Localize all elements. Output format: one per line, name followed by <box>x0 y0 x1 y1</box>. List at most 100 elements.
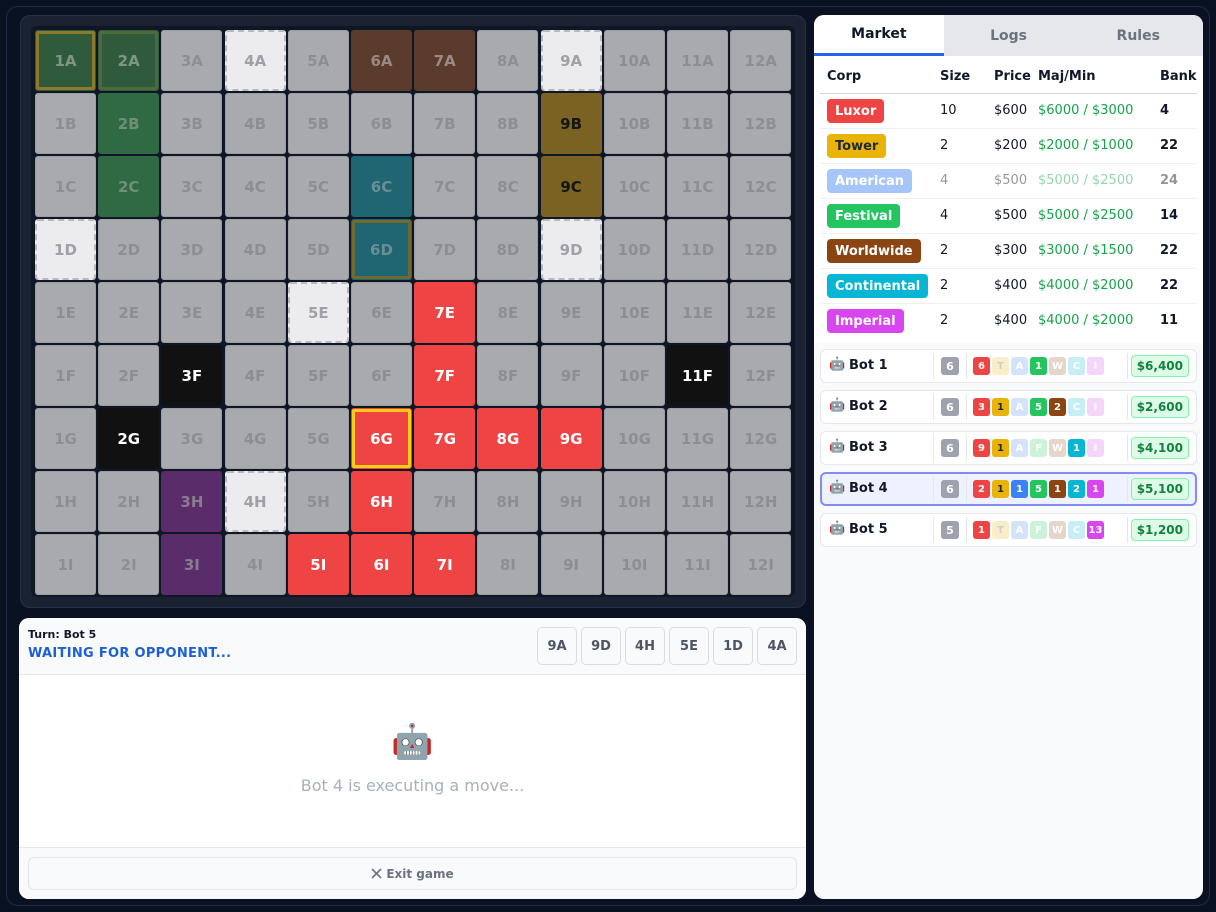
board-cell: 12E <box>730 282 792 343</box>
board-cell: 6H <box>351 471 412 532</box>
board-cell: 2F <box>98 345 160 406</box>
board-cell: 5D <box>287 219 349 280</box>
board: 1A 2A 3A 4A 5A 6A 7A 8A 9A 10A 11A 12A 1B 2B 3B 4B 5B 6B 7… <box>31 26 795 597</box>
stock-chip: 1 <box>1030 357 1047 375</box>
board-cell: 1H <box>35 471 96 532</box>
board-cell: 4G <box>224 408 286 469</box>
board-cell: 2G <box>98 408 160 469</box>
divider <box>933 517 934 543</box>
board-cell: 5G <box>287 408 349 469</box>
stock-chip: A <box>1011 439 1028 457</box>
board-cell: 10G <box>603 408 665 469</box>
hand-tile[interactable]: 9D <box>581 627 621 665</box>
stock-chip: I <box>1087 398 1104 416</box>
board-cell: 10E <box>603 282 665 343</box>
hand-tile[interactable]: 1D <box>713 627 753 665</box>
board-cell: 8I <box>477 534 539 595</box>
board-cell: 9I <box>540 534 602 595</box>
stock-chip: 2 <box>973 480 990 498</box>
corp-bank: 22 <box>1160 138 1179 153</box>
corp-price: $400 <box>994 313 1028 328</box>
tile-count: 6 <box>941 357 959 375</box>
board-cell: 7B <box>414 93 476 154</box>
board-cell: 10I <box>603 534 665 595</box>
stock-chip: 1 <box>1011 480 1028 498</box>
board-cell: 7I <box>414 534 476 595</box>
divider <box>966 435 967 461</box>
board-cell: 8F <box>477 345 539 406</box>
stock-chip: C <box>1068 357 1085 375</box>
player-name: Bot 3 <box>849 440 888 455</box>
player-cash: $4,100 <box>1130 437 1189 459</box>
board-cell: 2H <box>98 471 160 532</box>
board-cell: 8B <box>477 93 539 154</box>
board-cell: 5E <box>287 282 349 343</box>
board-cell: 6D <box>351 219 412 280</box>
column-header: Maj/Min <box>1038 69 1096 84</box>
corp-maj-min: $6000 / $3000 <box>1038 103 1134 118</box>
tab[interactable]: Market <box>814 15 944 56</box>
board-cell: 12C <box>730 156 792 217</box>
corp-size: 2 <box>940 313 949 328</box>
divider <box>933 353 934 379</box>
board-cell: 8E <box>477 282 539 343</box>
stock-chip: F <box>1030 521 1047 539</box>
board-cell: 4H <box>224 471 286 532</box>
stock-chip: 1 <box>992 480 1009 498</box>
board-cell: 1B <box>35 93 96 154</box>
divider <box>933 476 934 502</box>
board-cell: 4B <box>224 93 286 154</box>
board-cell: 12F <box>730 345 792 406</box>
row-line <box>820 303 1197 304</box>
stock-chip: I <box>1087 357 1104 375</box>
corp-maj-min: $2000 / $1000 <box>1038 138 1134 153</box>
stock-chip: A <box>1011 357 1028 375</box>
board-cell: 2B <box>98 93 160 154</box>
stock-chip: 6 <box>973 357 990 375</box>
board-cell: 12B <box>730 93 792 154</box>
board-cell: 10A <box>603 30 665 91</box>
corp-badge: Luxor <box>827 99 885 123</box>
divider <box>1127 435 1128 461</box>
player-name: Bot 4 <box>849 481 888 496</box>
frame <box>6 6 1210 906</box>
stock-chip: 1 <box>973 521 990 539</box>
hand-tile[interactable]: 9A <box>537 627 577 665</box>
board-cell: 11E <box>667 282 728 343</box>
exit-button[interactable]: Exit game <box>28 857 797 890</box>
stock-chip: 2 <box>1068 480 1085 498</box>
stock-chip: 5 <box>1030 398 1047 416</box>
corp-badge: Festival <box>827 204 901 228</box>
board-cell: 7A <box>414 30 476 91</box>
board-cell: 8A <box>477 30 539 91</box>
board-cell: 3C <box>161 156 223 217</box>
board-cell: 11A <box>667 30 728 91</box>
hand-tile[interactable]: 5E <box>669 627 709 665</box>
column-header: Price <box>994 69 1031 84</box>
player-cash: $5,100 <box>1130 478 1189 500</box>
board-cell: 7F <box>414 345 476 406</box>
board-cell: 2C <box>98 156 160 217</box>
corp-bank: 22 <box>1160 243 1179 258</box>
stock-chip: W <box>1049 439 1066 457</box>
board-cell: 1F <box>35 345 96 406</box>
column-header: Corp <box>827 69 862 84</box>
stock-chip: A <box>1011 398 1028 416</box>
hand-tile[interactable]: 4H <box>625 627 665 665</box>
row-line <box>820 233 1197 234</box>
board-cell: 2I <box>98 534 160 595</box>
board-cell: 12D <box>730 219 792 280</box>
player-card: 🤖 Bot 1 6 6 T A 1 W C I $6,400 <box>820 349 1197 383</box>
exit-icon <box>371 868 382 879</box>
corp-size: 2 <box>940 243 949 258</box>
row-line <box>820 268 1197 269</box>
tab[interactable]: Logs <box>943 15 1074 56</box>
corp-price: $300 <box>994 243 1028 258</box>
board-cell: 7E <box>414 282 476 343</box>
hand-tile[interactable]: 4A <box>757 627 797 665</box>
board-cell: 3D <box>161 219 223 280</box>
stock-chip: T <box>992 357 1009 375</box>
tab[interactable]: Rules <box>1073 15 1203 56</box>
